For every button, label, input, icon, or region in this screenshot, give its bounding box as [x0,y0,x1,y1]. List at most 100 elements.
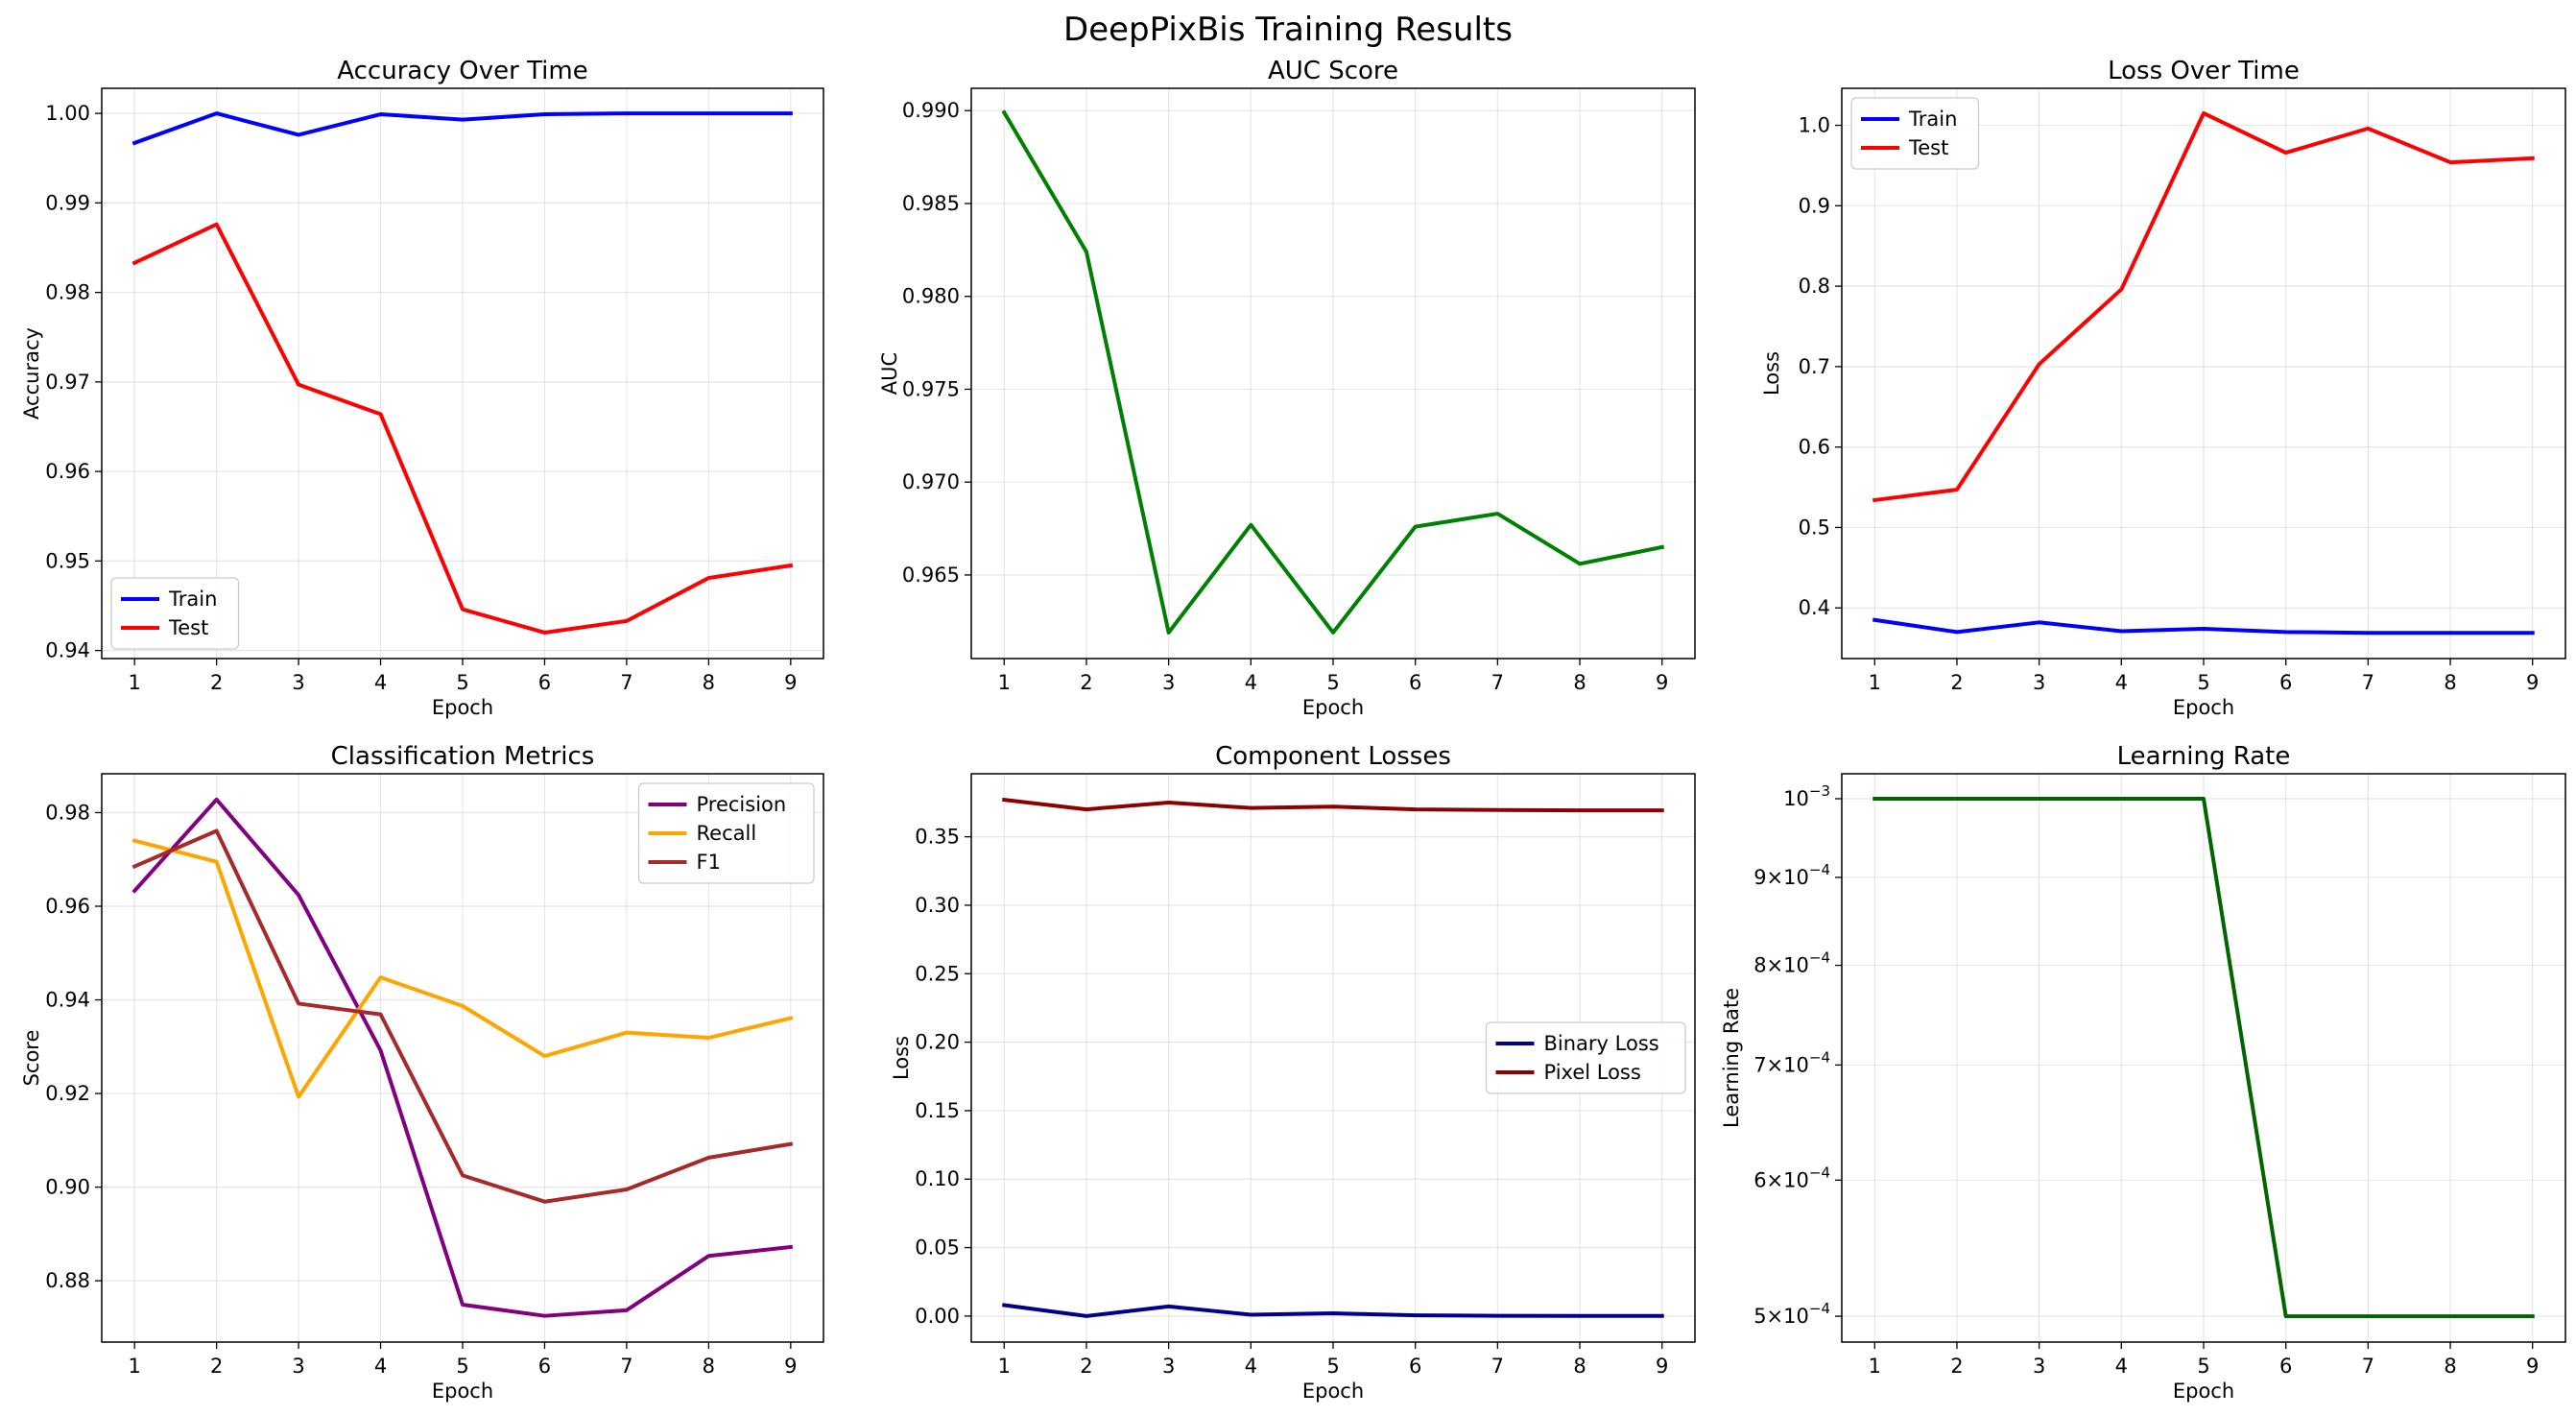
chart-loss-ylabel: Loss [1760,351,1783,396]
chart-auc-xtick-label: 6 [1409,671,1421,694]
chart-loss-xtick-label: 6 [2279,671,2292,694]
chart-auc-xtick-label: 1 [998,671,1011,694]
chart-accuracy-xtick-label: 8 [703,671,715,694]
chart-loss-ytick-label: 0.6 [1799,436,1830,459]
chart-auc-ytick-label: 0.980 [902,285,960,308]
chart-accuracy-legend-frame [110,577,240,650]
chart-lr-xtick-label: 8 [2444,1355,2456,1378]
chart-auc-title: AUC Score [1268,57,1398,85]
chart-loss-xtick-label: 1 [1869,671,1881,694]
chart-components-ylabel: Loss [890,1036,913,1080]
chart-accuracy-xlabel: Epoch [432,696,493,719]
chart-loss-ytick-label: 0.8 [1799,275,1830,298]
chart-components-legend: Binary Loss Pixel Loss [1485,1021,1686,1094]
chart-auc-ytick-label: 0.990 [902,99,960,122]
chart-components-ytick-label: 0.20 [915,1031,960,1054]
chart-auc: 1 2 3 4 5 6 7 8 9 0.965 0.970 0.975 0.980 0.985 0.990 A… [878,57,1696,719]
chart-lr-ytick-label: 9×10−4 [1753,861,1830,889]
chart-accuracy-xtick-label: 3 [292,671,304,694]
chart-auc-xtick-label: 2 [1080,671,1092,694]
chart-components-series-binary-loss [1002,1303,1664,1318]
chart-lr-title: Learning Rate [2117,742,2291,771]
chart-lr-xtick-label: 4 [2115,1355,2128,1378]
chart-auc-xtick-label: 9 [1656,671,1668,694]
chart-components-xtick-label: 1 [998,1355,1011,1378]
chart-classification-title: Classification Metrics [331,742,595,771]
figure-title: DeepPixBis Training Results [1063,11,1513,49]
chart-lr-xtick-label: 2 [1950,1355,1963,1378]
chart-lr-ytick-label: 8×10−4 [1753,949,1830,977]
chart-accuracy-xtick-label: 1 [128,671,140,694]
chart-loss: 1 2 3 4 5 6 7 8 9 0.4 0.5 0.6 0.7 0.8 0.9 1.0 Loss Over … [1760,57,2566,719]
chart-loss-xtick-label: 2 [1950,671,1963,694]
chart-components: 1 2 3 4 5 6 7 8 9 0.00 0.05 0.10 0.15 0.20 0.25 0.30 0.3… [890,742,1696,1403]
chart-accuracy-ytick-label: 0.94 [45,639,90,662]
chart-accuracy-xtick-label: 7 [620,671,632,694]
chart-accuracy-legend-label: Test [168,616,208,639]
chart-lr-xtick-label: 6 [2279,1355,2292,1378]
chart-components-legend-label: Binary Loss [1544,1032,1659,1055]
chart-loss-xtick-label: 8 [2444,671,2456,694]
chart-classification-ytick-label: 0.96 [45,895,90,918]
chart-components-xtick-label: 3 [1162,1355,1175,1378]
chart-accuracy-ylabel: Accuracy [20,327,43,420]
chart-classification-ytick-label: 0.94 [45,989,90,1012]
chart-accuracy-xtick-label: 6 [538,671,551,694]
chart-loss-legend-frame [1850,97,1980,170]
chart-classification-series-f1 [131,828,794,1204]
chart-classification-legend-label: Precision [697,793,787,816]
chart-loss-ytick-label: 0.7 [1799,355,1830,378]
chart-components-xtick-label: 7 [1491,1355,1504,1378]
chart-components-legend-label: Pixel Loss [1544,1061,1641,1084]
chart-components-xtick-label: 5 [1326,1355,1339,1378]
chart-auc-xlabel: Epoch [1302,696,1364,719]
chart-lr-ytick-label: 10−3 [1783,782,1830,810]
chart-components-ytick-label: 0.25 [915,962,960,985]
chart-components-xlabel: Epoch [1302,1380,1364,1403]
chart-lr-series-line [1872,797,2535,1319]
chart-classification-xlabel: Epoch [432,1380,493,1403]
chart-classification-xtick-label: 4 [374,1355,387,1378]
chart-classification-xtick-label: 1 [128,1355,140,1378]
chart-auc-ytick-label: 0.970 [902,470,960,493]
chart-lr-ytick-label: 5×10−4 [1753,1300,1830,1328]
chart-components-ytick-label: 0.00 [915,1305,960,1328]
chart-accuracy: 1 2 3 4 5 6 7 8 9 0.94 0.95 0.96 0.97 0.98 0.99 1.00 Acc… [20,57,824,719]
chart-classification-xtick-label: 8 [703,1355,715,1378]
chart-classification-xtick-label: 3 [292,1355,304,1378]
chart-auc-xtick-label: 7 [1491,671,1504,694]
chart-lr-xtick-label: 3 [2033,1355,2045,1378]
chart-lr-xtick-label: 7 [2362,1355,2374,1378]
chart-lr-xtick-label: 5 [2197,1355,2209,1378]
chart-lr-xlabel: Epoch [2173,1380,2234,1403]
chart-lr-xtick-label: 9 [2526,1355,2539,1378]
chart-loss-ytick-label: 0.9 [1799,194,1830,217]
chart-classification-ytick-label: 0.98 [45,801,90,824]
chart-components-xtick-label: 8 [1573,1355,1586,1378]
chart-loss-xtick-label: 3 [2033,671,2045,694]
chart-auc-xtick-label: 4 [1245,671,1257,694]
chart-classification-series-precision [131,797,794,1318]
chart-auc-xtick-label: 3 [1162,671,1175,694]
chart-components-legend-frame [1485,1021,1686,1094]
chart-classification-ylabel: Score [20,1030,43,1087]
chart-classification: 1 2 3 4 5 6 7 8 9 0.88 0.90 0.92 0.94 0.96 0.98 Classif… [20,742,824,1403]
chart-components-title: Component Losses [1215,742,1451,771]
chart-components-ytick-label: 0.05 [915,1236,960,1260]
chart-components-ytick-label: 0.10 [915,1167,960,1190]
chart-lr-ytick-label: 6×10−4 [1753,1164,1830,1191]
chart-loss-xtick-label: 4 [2115,671,2128,694]
chart-loss-series-test [1872,110,2535,503]
chart-classification-xtick-label: 2 [210,1355,223,1378]
chart-classification-xtick-label: 5 [456,1355,468,1378]
chart-accuracy-xtick-label: 9 [784,671,797,694]
chart-classification-ytick-label: 0.90 [45,1176,90,1199]
chart-lr-xtick-label: 1 [1869,1355,1881,1378]
chart-components-ytick-label: 0.15 [915,1099,960,1122]
chart-auc-ytick-label: 0.965 [902,564,960,587]
chart-components-ytick-label: 0.30 [915,894,960,917]
chart-accuracy-legend: Train Test [110,577,240,650]
chart-components-series-pixel-loss [1002,797,1664,813]
chart-loss-xtick-label: 9 [2526,671,2539,694]
